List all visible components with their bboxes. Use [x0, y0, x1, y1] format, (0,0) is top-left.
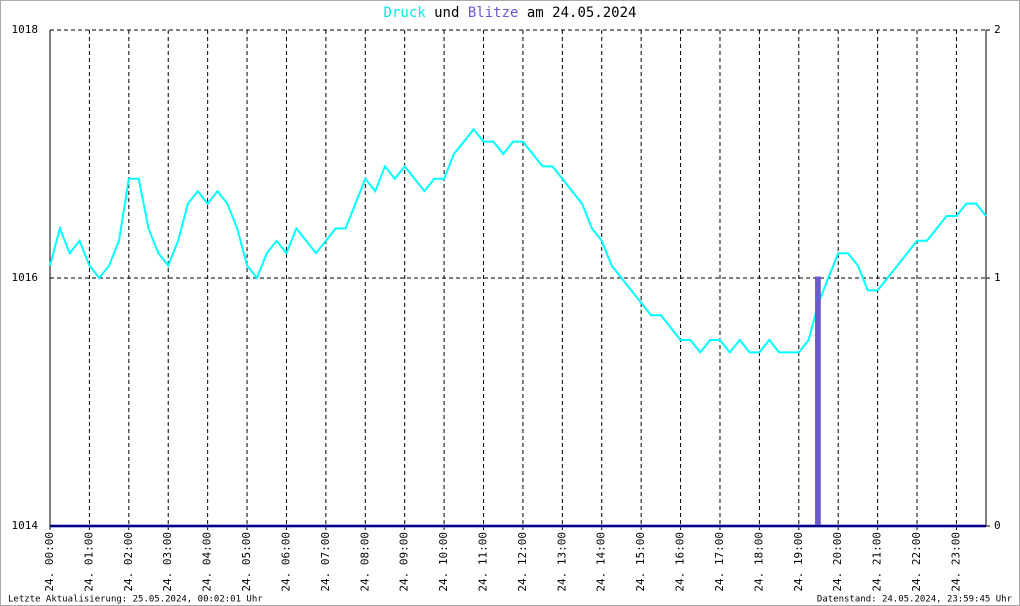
y-tick-label: 1014 — [12, 519, 39, 532]
x-tick-label: 24. 22:00 — [910, 532, 923, 592]
x-tick-label: 24. 16:00 — [674, 532, 687, 592]
chart-title: Druck und Blitze am 24.05.2024 — [384, 5, 637, 21]
x-tick-label: 24. 14:00 — [595, 532, 608, 592]
x-tick-label: 24. 05:00 — [240, 532, 253, 592]
x-tick-label: 24. 11:00 — [477, 532, 490, 592]
title-blitze: Blitze — [468, 5, 519, 21]
x-tick-label: 24. 02:00 — [122, 532, 135, 592]
x-tick-label: 24. 17:00 — [713, 532, 726, 592]
x-tick-label: 24. 13:00 — [555, 532, 568, 592]
x-tick-label: 24. 12:00 — [516, 532, 529, 592]
x-tick-label: 24. 20:00 — [831, 532, 844, 592]
x-tick-label: 24. 03:00 — [161, 532, 174, 592]
x-tick-label: 24. 01:00 — [82, 532, 95, 592]
x-tick-label: 24. 10:00 — [437, 532, 450, 592]
series-line — [49, 127, 987, 355]
x-tick-label: 24. 23:00 — [949, 532, 962, 592]
y2-tick-label: 1 — [994, 271, 1001, 284]
x-tick-label: 24. 00:00 — [43, 532, 56, 592]
title-und: und — [434, 5, 459, 21]
x-tick-label: 24. 07:00 — [319, 532, 332, 592]
footer-left: Letzte Aktualisierung: 25.05.2024, 00:02… — [8, 595, 263, 605]
x-tick-label: 24. 08:00 — [358, 532, 371, 592]
x-tick-label: 24. 06:00 — [279, 532, 292, 592]
x-tick-label: 24. 09:00 — [398, 532, 411, 592]
y2-tick-label: 0 — [994, 519, 1001, 532]
x-tick-label: 24. 15:00 — [634, 532, 647, 592]
x-tick-label: 24. 04:00 — [201, 532, 214, 592]
title-druck: Druck — [384, 5, 427, 21]
x-tick-label: 24. 19:00 — [792, 532, 805, 592]
x-tick-label: 24. 21:00 — [871, 532, 884, 592]
footer-right: Datenstand: 24.05.2024, 23:59:45 Uhr — [817, 595, 1013, 605]
y-tick-label: 1016 — [12, 271, 39, 284]
y-tick-label: 1018 — [12, 23, 39, 36]
y2-tick-label: 2 — [994, 23, 1001, 36]
x-tick-label: 24. 18:00 — [752, 532, 765, 592]
title-date: am 24.05.2024 — [527, 5, 637, 21]
